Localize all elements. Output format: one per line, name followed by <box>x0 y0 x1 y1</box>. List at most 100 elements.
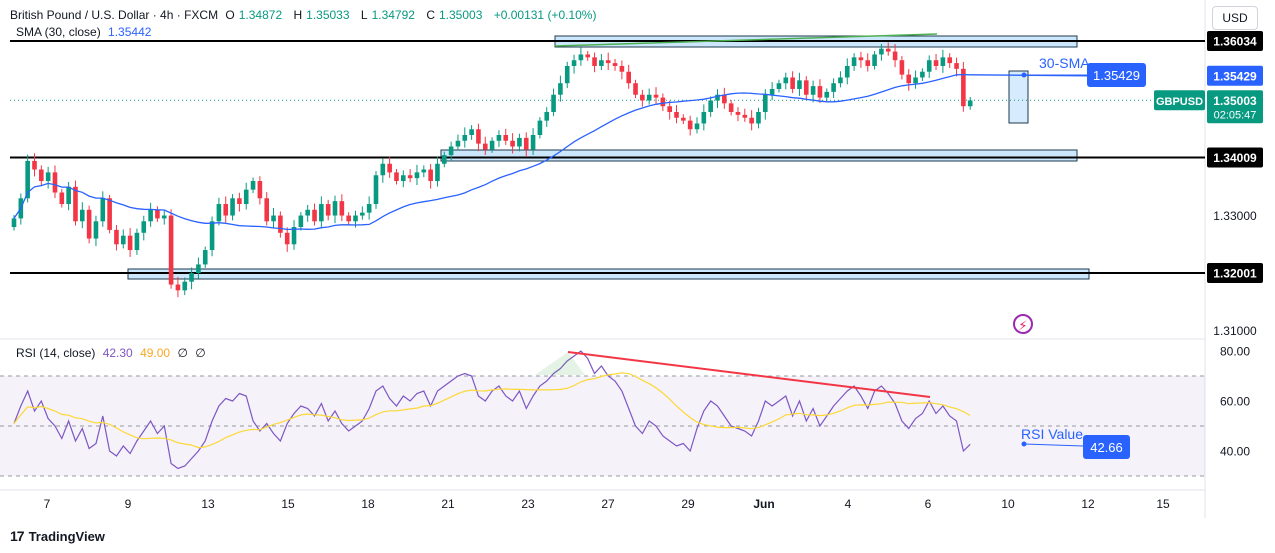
price-tick-2: 1.33000 <box>1213 209 1257 223</box>
sma-callout-value: 1.35429 <box>1093 68 1140 83</box>
candle-67 <box>469 125 474 140</box>
candle-54 <box>380 158 386 183</box>
horizontal-levels <box>10 40 1205 274</box>
candle-107 <box>742 108 748 122</box>
sma-callout-dot <box>1021 72 1027 78</box>
ohlc-l: L 1.34792 <box>360 8 415 22</box>
candle-86 <box>599 54 604 71</box>
candle-85 <box>592 52 597 73</box>
time-tick-6: 23 <box>521 497 535 511</box>
candle-80 <box>558 75 563 102</box>
candle-4 <box>39 165 44 186</box>
time-tick-0: 7 <box>44 497 51 511</box>
sma-line <box>13 73 1088 231</box>
candle-17 <box>127 228 133 257</box>
candle-40 <box>284 227 290 252</box>
candle-83 <box>578 47 584 66</box>
rsi-callout-badge <box>1083 435 1130 459</box>
candle-118 <box>817 79 823 104</box>
ohlc-h: H 1.35033 <box>293 8 350 22</box>
candle-15 <box>114 225 119 251</box>
price-divergence-line <box>554 33 938 47</box>
candle-116 <box>803 76 809 100</box>
candle-95 <box>660 93 666 112</box>
price-axis[interactable]: 1.31000 1.32001 1.33000 1.34009 1.3500302:05… <box>1154 31 1263 338</box>
countdown: 02:05:47 <box>1214 109 1257 121</box>
candle-47 <box>332 195 338 224</box>
price-change: +0.00131 (+0.10%) <box>493 8 597 22</box>
candle-91 <box>633 79 638 99</box>
candle-112 <box>776 79 782 93</box>
candle-124 <box>858 51 864 68</box>
rsi-value: 42.30 <box>102 346 133 360</box>
candle-38 <box>271 207 276 229</box>
candle-42 <box>298 212 304 231</box>
brand-name: TradingView <box>28 528 105 544</box>
tradingview-logo[interactable]: 17 TradingView <box>10 528 105 544</box>
sma-callout-badge <box>1087 63 1146 87</box>
sma-legend[interactable]: SMA (30, close) 1.35442 <box>16 25 155 39</box>
candle-128 <box>885 42 891 56</box>
annotations: 30-SMA RSI Value 42.66 1.35429 <box>535 33 1146 459</box>
candle-87 <box>605 52 611 70</box>
time-tick-14: 15 <box>1156 497 1170 511</box>
candle-2 <box>25 154 30 203</box>
candle-13 <box>100 191 106 227</box>
candle-39 <box>278 211 283 238</box>
candle-46 <box>325 199 331 221</box>
candle-31 <box>223 196 229 223</box>
svg-text:1.32001: 1.32001 <box>1213 267 1257 281</box>
rsi-callout-line <box>1023 443 1084 447</box>
candle-132 <box>913 70 918 89</box>
lightning-icon[interactable]: ⚡ <box>1013 314 1033 334</box>
rsi-overbought-fill <box>535 352 585 375</box>
candle-77 <box>537 117 543 139</box>
candle-62 <box>435 156 440 187</box>
candle-72 <box>503 128 509 145</box>
rsi-legend[interactable]: RSI (14, close) 42.30 49.00 ∅ ∅ <box>16 346 210 360</box>
candle-96 <box>667 100 672 120</box>
candle-57 <box>401 170 406 188</box>
candle-100 <box>694 117 700 134</box>
candle-137 <box>947 53 953 68</box>
candle-37 <box>264 192 270 226</box>
ohlc-c: C 1.35003 <box>426 8 483 22</box>
candle-48 <box>339 194 345 222</box>
candle-136 <box>940 49 946 73</box>
candle-32 <box>230 194 235 221</box>
candle-94 <box>653 87 659 105</box>
candle-117 <box>810 80 816 103</box>
candle-74 <box>517 133 522 152</box>
highlight-box <box>1008 70 1029 124</box>
candle-9 <box>73 180 78 226</box>
candle-56 <box>394 168 399 185</box>
candle-34 <box>243 182 249 210</box>
candle-133 <box>920 68 925 81</box>
candle-78 <box>544 107 550 127</box>
candle-70 <box>489 137 495 153</box>
time-tick-3: 15 <box>281 497 295 511</box>
price-tick-1: 1.32001 <box>1207 263 1263 283</box>
time-axis[interactable]: 7 9 13 15 18 21 23 27 29 Jun 4 6 10 12 15 <box>44 497 1170 511</box>
candle-44 <box>312 203 317 226</box>
candle-109 <box>756 107 761 129</box>
candle-82 <box>571 54 577 74</box>
candle-130 <box>899 56 905 80</box>
rsi-axis[interactable]: 40.00 60.00 80.00 <box>1220 345 1250 459</box>
currency-button[interactable]: USD <box>1212 6 1258 30</box>
candle-114 <box>790 71 795 94</box>
candle-60 <box>421 165 427 178</box>
rsi-callout-dot <box>1021 441 1027 447</box>
time-tick-13: 12 <box>1081 497 1095 511</box>
symbol-badge <box>1154 90 1205 111</box>
candle-134 <box>926 55 932 78</box>
candle-36 <box>257 176 263 205</box>
candle-138 <box>954 57 959 77</box>
symbol-title[interactable]: British Pound / U.S. Dollar · 4h · FXCM <box>10 8 219 22</box>
candle-22 <box>161 210 167 225</box>
candle-53 <box>373 171 379 209</box>
rsi-ma-path <box>13 372 971 449</box>
candle-12 <box>93 215 99 247</box>
rsi-band <box>0 375 1205 477</box>
